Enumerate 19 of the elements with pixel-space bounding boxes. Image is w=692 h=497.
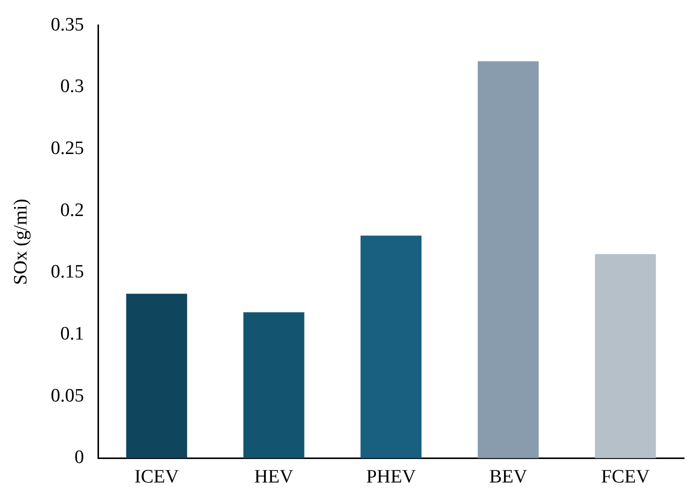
y-tick-label: 0.1: [60, 324, 84, 345]
y-tick-label: 0.35: [50, 14, 84, 36]
bar: [243, 312, 304, 458]
x-tick-label: PHEV: [366, 466, 416, 488]
bar: [478, 61, 539, 458]
y-tick-label: 0.3: [60, 76, 84, 98]
bar: [594, 254, 656, 458]
y-axis-title: SOx (g/mi): [10, 198, 32, 285]
y-tick-label: 0.2: [60, 200, 84, 221]
x-tick-label: HEV: [254, 466, 294, 488]
x-tick-label: BEV: [489, 466, 528, 488]
bar: [360, 236, 422, 458]
y-tick-label: 0.15: [50, 262, 84, 283]
y-tick-label: 0.25: [50, 138, 84, 160]
y-tick-label: 0: [74, 447, 84, 468]
x-tick-label: ICEV: [134, 466, 180, 488]
bar: [126, 294, 188, 458]
x-tick-label: FCEV: [601, 466, 650, 488]
y-tick-label: 0.05: [50, 385, 84, 406]
